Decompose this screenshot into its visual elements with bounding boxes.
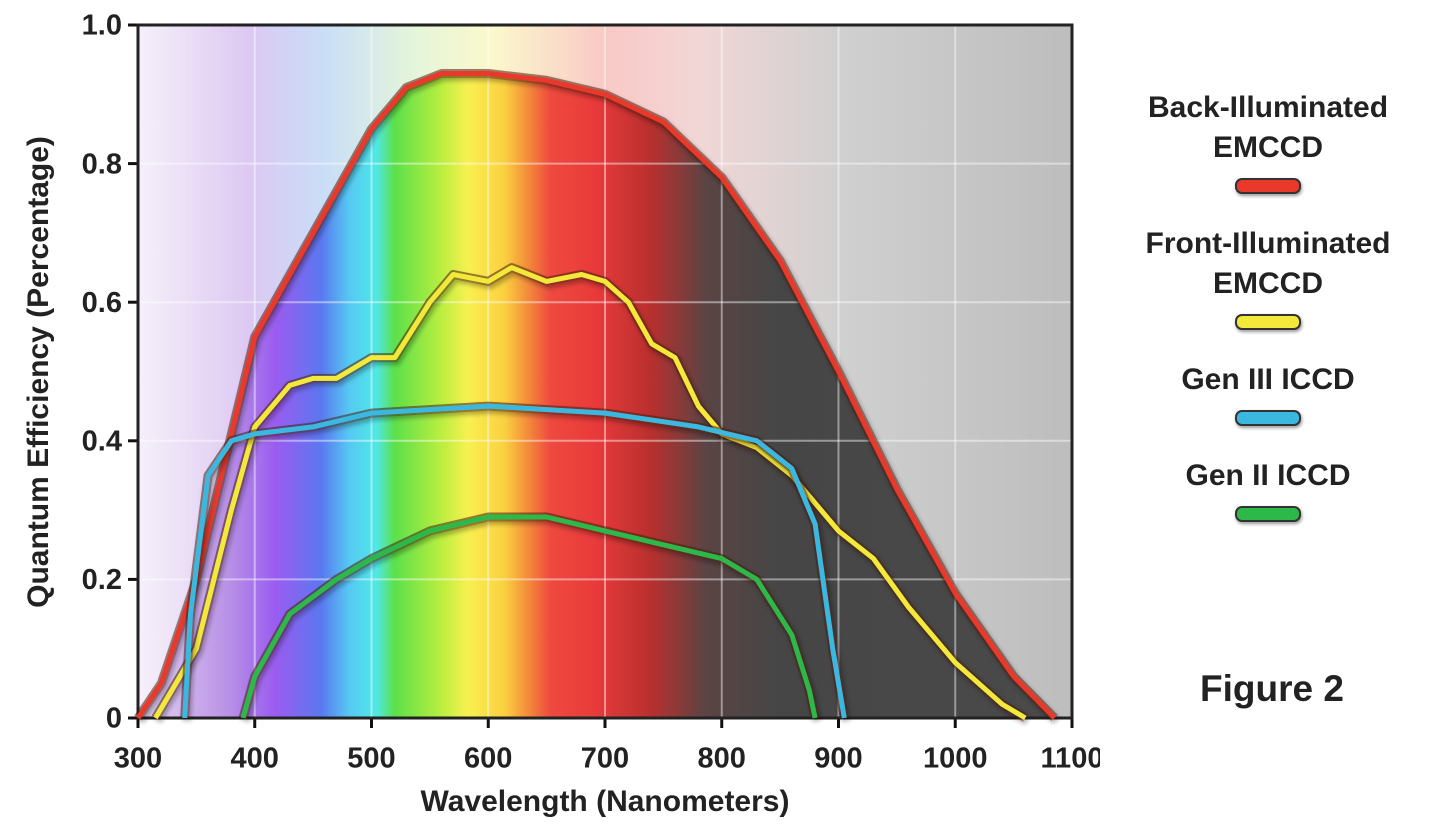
y-tick-label: 0.4 [82,425,122,457]
x-tick-label: 700 [581,743,629,775]
legend-entry: Front-Illuminated EMCCD [1100,224,1436,330]
y-tick-label: 0.8 [82,148,122,180]
y-tick-label: 1.0 [82,10,122,42]
legend-entry: Gen III ICCD [1181,360,1355,426]
legend-swatch [1235,178,1301,194]
x-tick-label: 300 [114,743,162,775]
chart: Quantum Efficiency (Percentage) Waveleng… [22,10,1100,818]
plot-frame [136,23,1074,720]
x-tick-label: 1100 [1041,743,1100,775]
x-axis-title: Wavelength (Nanometers) [421,785,790,818]
legend-swatch [1234,410,1301,426]
legend-label: Gen II ICCD [1185,459,1351,492]
legend-label: Front-Illuminated EMCCD [1145,227,1391,300]
line [182,403,847,719]
x-tick-label: 600 [464,743,512,775]
line [135,71,1057,720]
y-axis-title: Quantum Efficiency (Percentage) [22,136,55,608]
y-tick-label: 0.2 [82,564,122,596]
x-tick-label: 400 [231,743,279,775]
y-tick-label: 0 [106,703,122,735]
legend-swatch [1235,314,1301,330]
line [153,265,1027,721]
line [240,514,818,719]
figure-label: Figure 2 [1200,668,1344,709]
legend: Back-Illuminated EMCCD Front-Illuminated … [1100,88,1436,522]
legend-entry: Gen II ICCD [1185,456,1351,522]
legend-label: Gen III ICCD [1181,363,1355,396]
legend-swatch [1234,506,1301,522]
x-tick-label: 500 [347,743,395,775]
x-tick-label: 1000 [923,743,988,775]
legend-label: Back-Illuminated EMCCD [1147,91,1389,164]
x-tick-label: 900 [814,743,862,775]
x-tick-label: 800 [698,743,746,775]
legend-entry: Back-Illuminated EMCCD [1100,88,1436,194]
y-tick-label: 0.6 [82,287,122,319]
